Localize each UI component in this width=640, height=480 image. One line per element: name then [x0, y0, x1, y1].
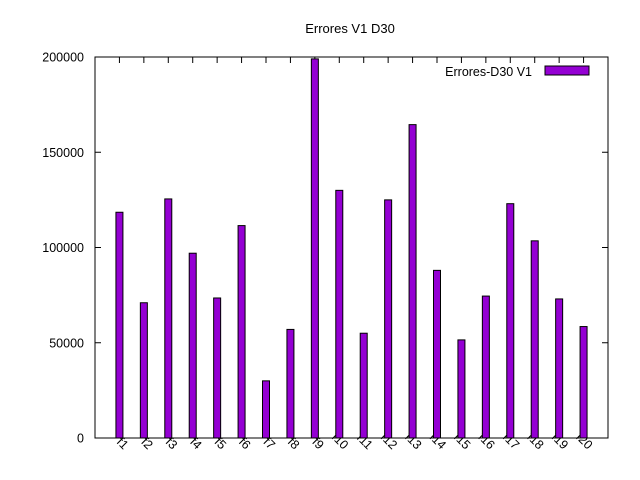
legend-label: Errores-D30 V1 — [445, 65, 532, 79]
bar — [530, 240, 539, 439]
bar — [335, 189, 344, 439]
bar — [384, 199, 393, 439]
bar — [237, 225, 246, 439]
bar — [555, 298, 564, 439]
y-tick-label: 200000 — [42, 51, 84, 65]
y-tick-label: 50000 — [49, 336, 84, 350]
bar — [408, 124, 417, 439]
bar — [188, 252, 197, 439]
x-axis: f1 f2 f3 f4 f5 f6 f7 f8 f9 f10 f11 f12 f13 f14 f15 f16 f… — [114, 57, 595, 452]
bar — [139, 302, 148, 439]
bar — [506, 203, 515, 439]
bar — [115, 211, 124, 439]
bar — [359, 332, 368, 439]
bar — [433, 269, 441, 439]
y-tick-label: 0 — [77, 432, 84, 446]
bar — [164, 198, 173, 439]
bar — [481, 295, 490, 439]
bar — [310, 58, 319, 439]
bar — [579, 326, 588, 439]
y-tick-label: 150000 — [42, 146, 84, 160]
bar — [262, 380, 270, 439]
legend: Errores-D30 V1 — [445, 65, 590, 79]
y-axis: 0 50000 100000 150000 200000 — [42, 51, 608, 446]
bar — [286, 328, 295, 439]
chart-title: Errores V1 D30 — [305, 21, 395, 36]
bar — [213, 297, 222, 439]
y-tick-label: 100000 — [42, 241, 84, 255]
bar-series — [115, 58, 588, 439]
bar — [457, 339, 466, 439]
legend-swatch — [544, 65, 590, 76]
